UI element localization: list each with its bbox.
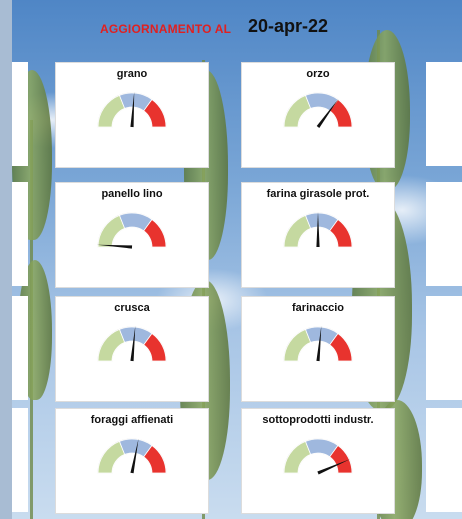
gauge-card-orzo: orzo bbox=[241, 62, 395, 168]
gauge-green-band bbox=[97, 94, 126, 128]
gauge-card-crusca: crusca bbox=[55, 296, 209, 402]
gauge-sottoprodotti-industr bbox=[283, 438, 353, 475]
gauge-grano bbox=[97, 92, 167, 128]
offscreen-card-left bbox=[12, 182, 28, 286]
gauge-red-band bbox=[143, 444, 167, 474]
gauge-red-band bbox=[329, 444, 353, 474]
gauge-title: orzo bbox=[306, 68, 330, 80]
gauge-title: grano bbox=[116, 68, 148, 80]
gauge-crusca bbox=[97, 326, 167, 362]
gauge-panello-lino bbox=[97, 212, 167, 249]
dashboard-canvas: AGGIORNAMENTO AL 20-apr-22 grano orzo pa… bbox=[12, 0, 462, 519]
gauge-title: farinaccio bbox=[292, 302, 344, 314]
offscreen-card-left bbox=[12, 408, 28, 512]
gauge-farinaccio bbox=[283, 326, 353, 362]
offscreen-card-left bbox=[12, 296, 28, 400]
gauge-needle bbox=[316, 326, 322, 362]
gauge-green-band bbox=[283, 214, 312, 248]
gauge-green-band bbox=[97, 214, 126, 248]
offscreen-card-right bbox=[426, 296, 462, 400]
gauge-farina-girasole bbox=[283, 212, 353, 248]
gauge-green-band bbox=[283, 328, 312, 362]
gauge-orzo bbox=[283, 92, 353, 128]
gauge-green-band bbox=[283, 94, 312, 128]
offscreen-card-right bbox=[426, 62, 462, 166]
gauge-needle bbox=[97, 244, 133, 249]
gauge-red-band bbox=[143, 218, 167, 248]
gauge-title: sottoprodotti industr. bbox=[262, 414, 374, 426]
gauge-red-band bbox=[143, 98, 167, 128]
update-date: 20-apr-22 bbox=[248, 16, 329, 36]
gauge-needle bbox=[130, 438, 139, 474]
gauge-title: foraggi affienati bbox=[90, 414, 174, 426]
gauge-needle bbox=[130, 326, 136, 362]
gauge-card-farinaccio: farinaccio bbox=[241, 296, 395, 402]
gauge-title: crusca bbox=[114, 302, 150, 314]
gauge-foraggi-affienati bbox=[97, 438, 167, 474]
gauge-needle bbox=[317, 459, 351, 475]
gauge-needle bbox=[130, 92, 135, 128]
gauge-card-sottoprodotti-industr: sottoprodotti industr. bbox=[241, 408, 395, 514]
gauge-green-band bbox=[97, 440, 126, 474]
gauge-red-band bbox=[329, 98, 353, 128]
gauge-needle bbox=[316, 98, 339, 128]
gauge-card-grano: grano bbox=[55, 62, 209, 168]
gauge-needle bbox=[316, 212, 320, 247]
gauge-card-farina-girasole: farina girasole prot. bbox=[241, 182, 395, 288]
offscreen-card-left bbox=[12, 62, 28, 166]
gauge-red-band bbox=[143, 332, 167, 362]
update-label: AGGIORNAMENTO AL bbox=[100, 22, 232, 36]
gauge-title: farina girasole prot. bbox=[266, 188, 370, 200]
offscreen-card-right bbox=[426, 182, 462, 286]
gauge-title: panello lino bbox=[101, 188, 163, 200]
gauge-green-band bbox=[97, 328, 126, 362]
gauge-red-band bbox=[329, 218, 353, 248]
gauge-green-band bbox=[283, 440, 312, 474]
offscreen-card-right bbox=[426, 408, 462, 512]
gauge-card-foraggi-affienati: foraggi affienati bbox=[55, 408, 209, 514]
gauge-card-panello-lino: panello lino bbox=[55, 182, 209, 288]
gauge-red-band bbox=[329, 332, 353, 362]
